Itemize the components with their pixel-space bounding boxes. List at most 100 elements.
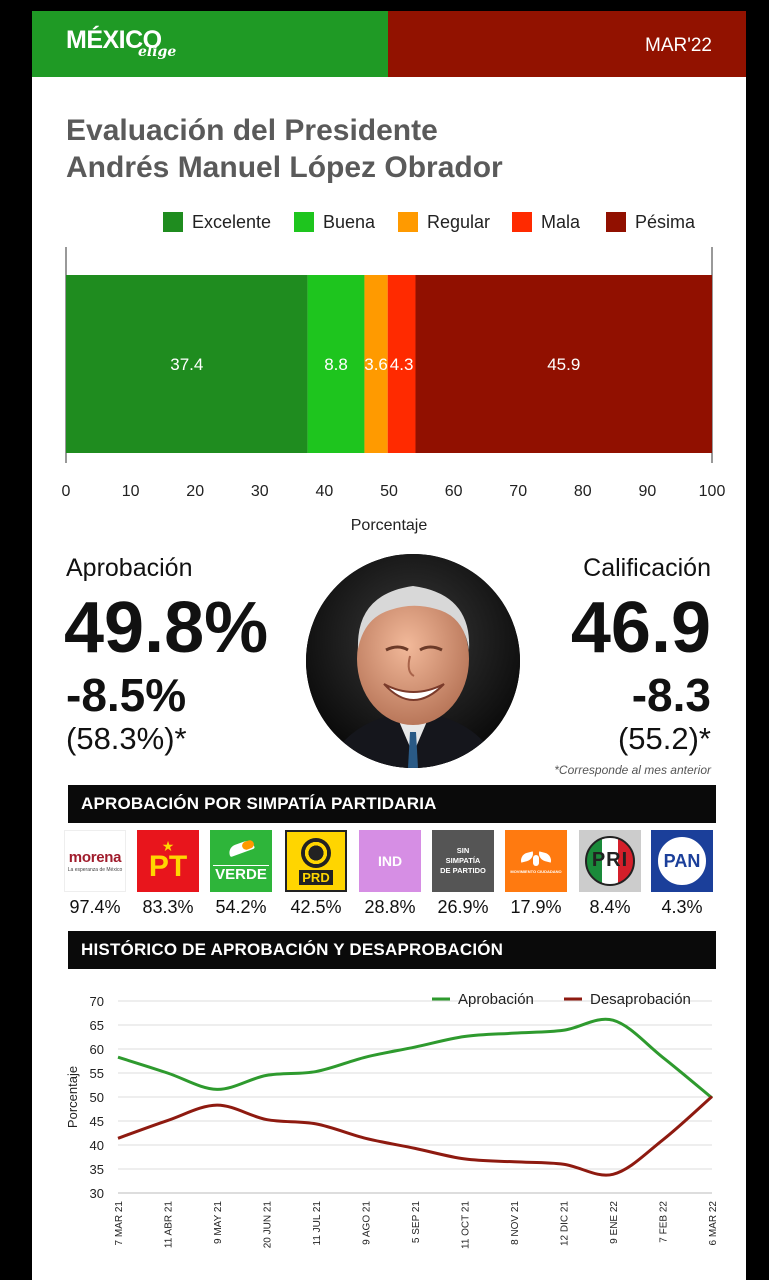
line-legend-label-aprobacion: Aprobación	[458, 991, 534, 1008]
line-x-tick-label: 11 JUL 21	[312, 1201, 323, 1246]
line-x-tick-label: 9 ENE 22	[609, 1201, 620, 1244]
bar-segment-buena	[307, 275, 365, 453]
legend-label: Buena	[323, 211, 376, 232]
bar-x-tick-label: 70	[509, 483, 527, 500]
party-pct-pan: 4.3%	[661, 897, 703, 917]
eagle-icon	[518, 849, 554, 867]
line-x-tick-label: 11 OCT 21	[461, 1201, 472, 1249]
logo-mexico: MÉXICO	[66, 26, 162, 54]
bar-x-tick-label: 80	[574, 483, 592, 500]
bar-segment-pesima	[415, 275, 712, 453]
party-logo-pt: ★ PT	[137, 830, 199, 892]
line-legend-label-desaprobacion: Desaprobación	[590, 991, 691, 1008]
bar-x-tick-label: 40	[316, 483, 334, 500]
bar-x-tick-label: 100	[699, 483, 726, 500]
party-logo-sin-simpatia: SIN SIMPATÍA DE PARTIDO	[432, 830, 494, 892]
party-pct-sin-simpatia: 26.9%	[437, 897, 489, 917]
party-pct-morena: 97.4%	[69, 897, 121, 917]
line-y-tick-label: 35	[90, 1162, 104, 1177]
line-x-tick-label: 9 MAY 21	[213, 1201, 224, 1244]
party-logo-verde: VERDE	[210, 830, 272, 892]
line-x-tick-label: 6 MAR 22	[708, 1201, 719, 1246]
approval-change: -8.5%	[66, 669, 187, 721]
title-line-2: Andrés Manuel López Obrador	[66, 151, 503, 184]
party-logo-ind: IND	[359, 830, 421, 892]
legend-swatch	[512, 212, 532, 232]
bar-x-tick-label: 90	[639, 483, 657, 500]
party-pct-verde: 54.2%	[215, 897, 267, 917]
rating-label: Calificación	[583, 554, 711, 582]
logo-elige: elige	[138, 44, 177, 60]
party-logo-pri: PRI	[579, 830, 641, 892]
president-portrait	[306, 554, 520, 768]
rating-value: 46.9	[570, 588, 711, 668]
bar-segment-regular	[364, 275, 388, 453]
line-series-desaprobacion	[117, 1095, 713, 1177]
rating-change: -8.3	[631, 669, 711, 721]
line-y-tick-label: 30	[90, 1186, 104, 1201]
party-pct-prd: 42.5%	[290, 897, 342, 917]
line-y-tick-label: 60	[90, 1042, 104, 1057]
pri-emblem: PRI	[585, 836, 635, 886]
party-logo-movimiento-ciudadano: MOVIMIENTO CIUDADANO	[505, 830, 567, 892]
legend-swatch	[294, 212, 314, 232]
bar-x-tick-label: 0	[62, 483, 71, 500]
approval-value: 49.8%	[64, 588, 269, 668]
legend-swatch	[606, 212, 626, 232]
bar-x-tick-label: 30	[251, 483, 269, 500]
pan-wordmark: PAN	[663, 850, 701, 871]
ind-wordmark: IND	[377, 853, 403, 869]
legend-item-pesima: Pésima	[606, 210, 695, 234]
history-section-header: HISTÓRICO DE APROBACIÓN Y DESAPROBACIÓN	[68, 931, 716, 969]
legend-label: Pésima	[635, 211, 696, 232]
title-line-1: Evaluación del Presidente	[66, 114, 438, 147]
morena-wordmark: morena	[68, 849, 122, 866]
pt-wordmark: PT	[148, 850, 188, 883]
verde-wordmark: VERDE	[213, 864, 269, 883]
toucan-icon	[224, 838, 258, 865]
line-x-tick-label: 8 NOV 21	[510, 1201, 521, 1245]
line-series-aprobacion	[117, 1017, 713, 1100]
pri-wordmark: PRI	[591, 849, 629, 871]
line-y-tick-label: 70	[90, 994, 104, 1009]
stacked-bar-chart: 37.4 8.8 3.6 4.3 45.9 0 10 20 30 40 50 60 70 80 90 100 P…	[62, 247, 726, 534]
bar-x-axis-label: Porcentaje	[351, 517, 428, 534]
morena-tagline: La esperanza de México	[67, 867, 123, 873]
legend-item-regular: Regular	[398, 210, 490, 234]
legend-label: Regular	[427, 211, 491, 232]
bar-value-label-regular: 3.6	[364, 355, 388, 374]
header-date: MAR'22	[645, 35, 712, 56]
bar-value-label-pesima: 45.9	[547, 355, 580, 374]
legend-label: Mala	[541, 211, 581, 232]
history-line-chart: 30 35 40 45 50 55 60 65 70 Porcentaje 7 MAR 21 11 A…	[65, 991, 719, 1249]
header-green-band: MÉXICO elige	[32, 11, 388, 77]
party-pct-ind: 28.8%	[364, 897, 416, 917]
party-logo-pan: PAN	[651, 830, 713, 892]
legend-item-buena: Buena	[294, 210, 375, 234]
legend-swatch	[163, 212, 183, 232]
line-y-tick-label: 55	[90, 1066, 104, 1081]
line-y-tick-label: 50	[90, 1090, 104, 1105]
line-x-tick-label: 7 MAR 21	[114, 1201, 125, 1246]
line-x-tick-label: 12 DIC 21	[560, 1201, 571, 1246]
line-y-tick-label: 45	[90, 1114, 104, 1129]
bar-value-label-mala: 4.3	[390, 355, 414, 374]
legend-item-excelente: Excelente	[163, 210, 271, 234]
legend-label: Excelente	[192, 211, 272, 232]
pt-star-icon: ★	[161, 838, 175, 854]
party-logo-prd: PRD	[285, 830, 347, 892]
bar-x-tick-label: 60	[445, 483, 463, 500]
party-pct-pri: 8.4%	[589, 897, 631, 917]
bar-segment-mala	[387, 275, 416, 453]
bar-value-label-excelente: 37.4	[170, 355, 203, 374]
line-x-tick-label: 9 AGO 21	[362, 1201, 373, 1245]
line-y-axis-label: Porcentaje	[65, 1066, 80, 1128]
line-x-tick-label: 5 SEP 21	[411, 1201, 422, 1244]
approval-previous: (58.3%)*	[66, 721, 187, 756]
party-pct-pt: 83.3%	[142, 897, 194, 917]
line-y-tick-label: 65	[90, 1018, 104, 1033]
sin-simpatia-wordmark: SIN SIMPATÍA DE PARTIDO	[440, 846, 486, 875]
approval-label: Aprobación	[66, 554, 193, 582]
bar-x-tick-label: 20	[186, 483, 204, 500]
line-x-tick-label: 11 ABR 21	[164, 1201, 175, 1249]
